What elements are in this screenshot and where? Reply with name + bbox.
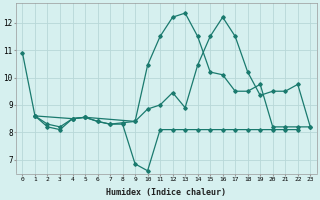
X-axis label: Humidex (Indice chaleur): Humidex (Indice chaleur) (106, 188, 226, 197)
